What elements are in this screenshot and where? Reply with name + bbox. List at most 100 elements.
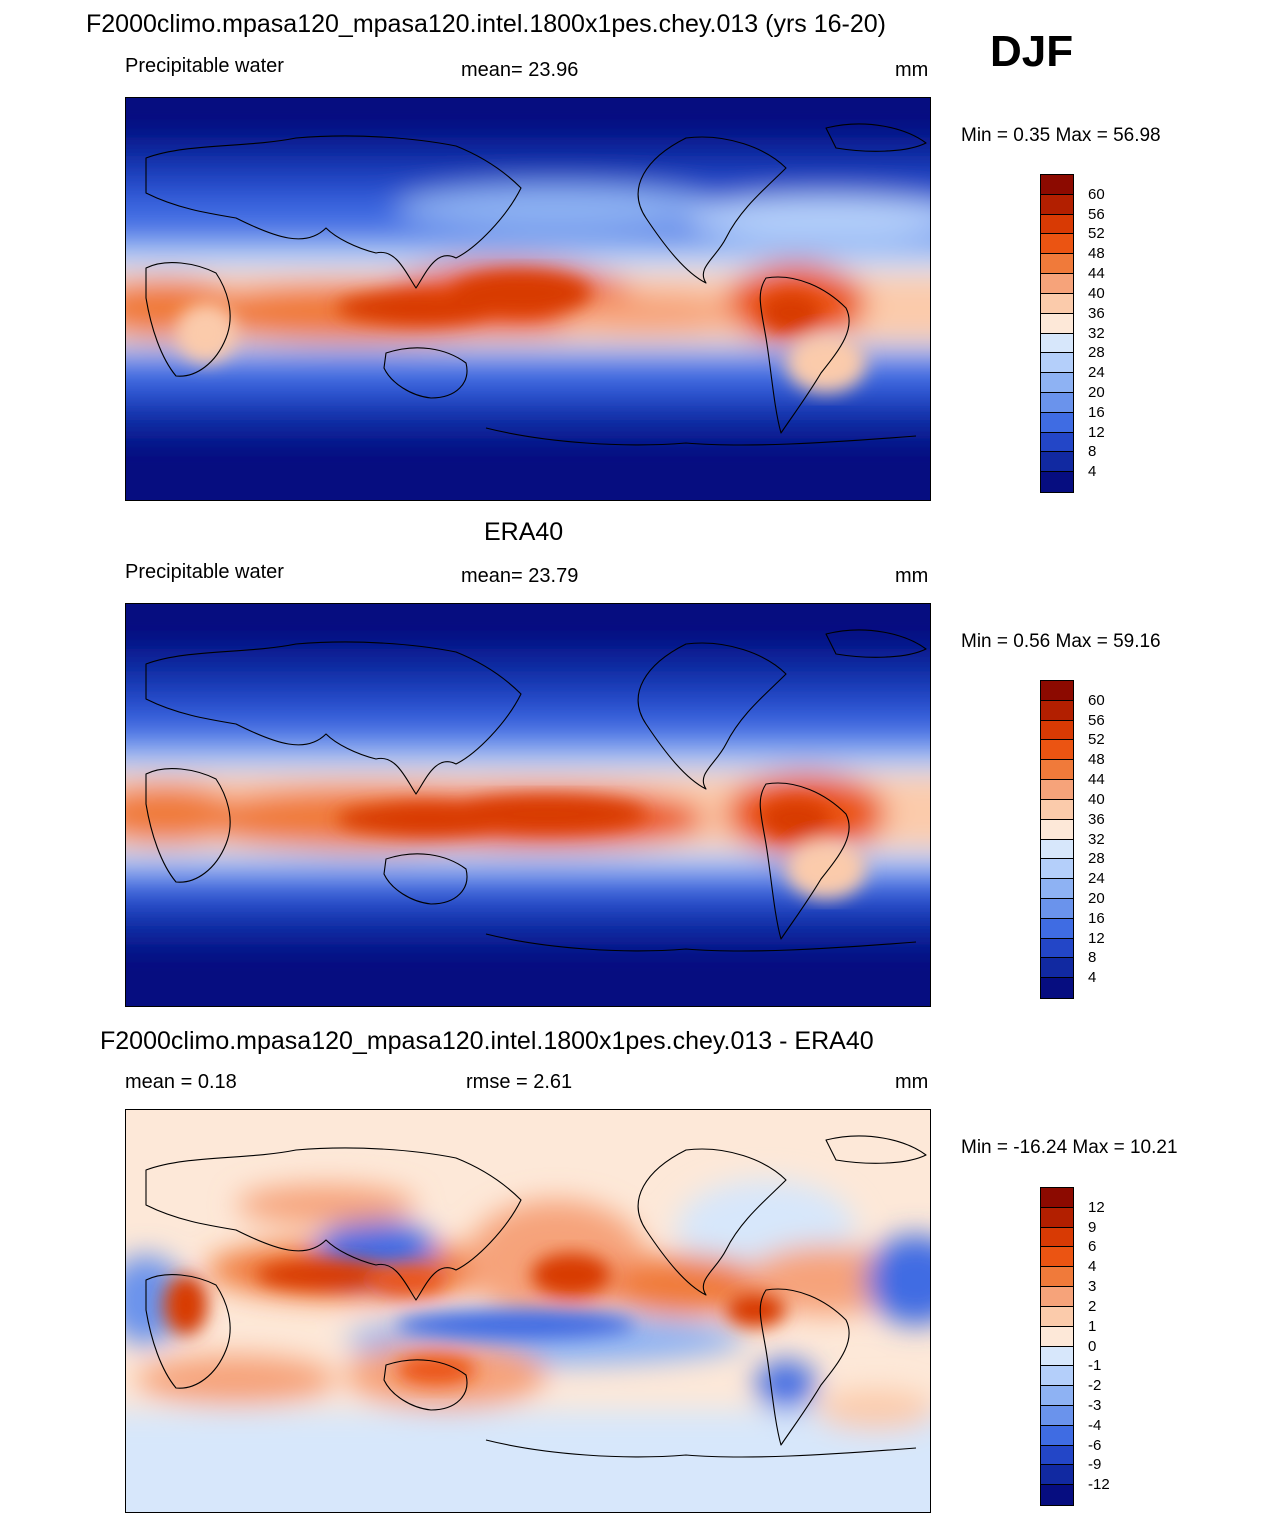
colorbar-box: [1041, 1287, 1073, 1307]
colorbar-tick-label: 60: [1088, 185, 1105, 203]
colorbar-tick-label: 36: [1088, 810, 1105, 828]
colorbar-box: [1041, 700, 1073, 721]
colorbar-tick-label: 44: [1088, 265, 1105, 283]
colorbar-box: [1041, 740, 1073, 761]
colorbar-box: [1041, 879, 1073, 899]
colorbar-box: [1041, 373, 1073, 393]
colorbar-box: [1041, 472, 1073, 492]
colorbar-box: [1041, 313, 1073, 334]
panel-model-minmax: Min = 0.35 Max = 56.98: [961, 125, 1161, 146]
colorbar-tick-label: 0: [1088, 1337, 1097, 1355]
colorbar-tick-label: 12: [1088, 423, 1105, 441]
colorbar-box: [1041, 898, 1073, 919]
colorbar-tick-label: 40: [1088, 790, 1105, 808]
panel-obs-map-plot: [126, 604, 930, 1006]
panel-obs-left-label: Precipitable water: [125, 561, 284, 583]
colorbar-box: [1041, 1306, 1073, 1327]
colorbar-tick-label: 20: [1088, 383, 1105, 401]
colorbar-tick-label: 40: [1088, 284, 1105, 302]
colorbar-box: [1041, 1485, 1073, 1505]
colorbar-box: [1041, 1425, 1073, 1446]
panel-diff-units-label: mm: [895, 1071, 929, 1093]
colorbar-box: [1041, 1247, 1073, 1268]
colorbar-tick-label: 44: [1088, 771, 1105, 789]
colorbar-tick-label: 36: [1088, 304, 1105, 322]
season-label: DJF: [990, 27, 1074, 76]
colorbar-box: [1041, 1405, 1073, 1426]
panel-diff-map-plot: [126, 1110, 930, 1512]
colorbar-box: [1041, 412, 1073, 433]
panel-obs-units-label: mm: [895, 565, 929, 587]
colorbar-tick-label: 1: [1088, 1317, 1097, 1335]
colorbar-box: [1041, 819, 1073, 840]
colorbar-tick-label: 4: [1088, 1258, 1097, 1276]
colorbar-box: [1041, 274, 1073, 294]
colorbar-tick-label: 24: [1088, 870, 1105, 888]
colorbar-box: [1041, 1267, 1073, 1288]
panel-diff-heading: F2000climo.mpasa120_mpasa120.intel.1800x…: [100, 1027, 874, 1055]
colorbar-tick-label: 28: [1088, 850, 1105, 868]
panel-obs-colorbar: [1040, 680, 1074, 999]
panel-obs-minmax: Min = 0.56 Max = 59.16: [961, 631, 1161, 652]
colorbar-box: [1041, 1207, 1073, 1228]
panel-diff-mean-label: mean = 0.18: [125, 1071, 237, 1093]
colorbar-tick-label: 48: [1088, 245, 1105, 263]
colorbar-tick-label: 20: [1088, 889, 1105, 907]
colorbar-tick-label: 8: [1088, 949, 1097, 967]
colorbar-tick-label: 32: [1088, 324, 1105, 342]
colorbar-box: [1041, 432, 1073, 453]
colorbar-tick-label: 3: [1088, 1278, 1097, 1296]
panel-diff-minmax: Min = -16.24 Max = 10.21: [961, 1137, 1178, 1158]
colorbar-tick-label: 4: [1088, 969, 1097, 987]
colorbar-tick-label: 52: [1088, 225, 1105, 243]
colorbar-box: [1041, 918, 1073, 939]
colorbar-tick-label: -12: [1088, 1476, 1110, 1494]
panel-obs-map: [125, 603, 931, 1007]
colorbar-box: [1041, 1445, 1073, 1466]
colorbar-box: [1041, 1366, 1073, 1387]
colorbar-box: [1041, 859, 1073, 880]
panel-model-mean-label: mean= 23.96: [461, 59, 579, 81]
colorbar-tick-label: 16: [1088, 403, 1105, 421]
panel-diff-rmse-label: rmse = 2.61: [466, 1071, 573, 1093]
colorbar-tick-label: -9: [1088, 1456, 1102, 1474]
colorbar-box: [1041, 760, 1073, 781]
colorbar-tick-label: 52: [1088, 731, 1105, 749]
colorbar-box: [1041, 1326, 1073, 1347]
colorbar-tick-label: -3: [1088, 1396, 1102, 1414]
colorbar-box: [1041, 1346, 1073, 1367]
colorbar-box: [1041, 234, 1073, 255]
panel-obs-mean-label: mean= 23.79: [461, 565, 579, 587]
colorbar-box: [1041, 214, 1073, 235]
colorbar-box: [1041, 681, 1073, 701]
colorbar-box: [1041, 1188, 1073, 1208]
colorbar-tick-label: 2: [1088, 1297, 1097, 1315]
colorbar-tick-label: 12: [1088, 929, 1105, 947]
colorbar-tick-label: 56: [1088, 711, 1105, 729]
colorbar-tick-label: -1: [1088, 1357, 1102, 1375]
colorbar-tick-label: -6: [1088, 1436, 1102, 1454]
colorbar-box: [1041, 839, 1073, 860]
panel-diff-map: [125, 1109, 931, 1513]
colorbar-tick-label: -2: [1088, 1377, 1102, 1395]
colorbar-tick-label: 9: [1088, 1218, 1097, 1236]
colorbar-box: [1041, 254, 1073, 275]
colorbar-tick-label: -4: [1088, 1416, 1102, 1434]
colorbar-tick-label: 6: [1088, 1238, 1097, 1256]
panel-model-left-label: Precipitable water: [125, 55, 284, 77]
colorbar-box: [1041, 720, 1073, 741]
colorbar-box: [1041, 978, 1073, 998]
colorbar-box: [1041, 799, 1073, 820]
colorbar-box: [1041, 780, 1073, 800]
colorbar-box: [1041, 1227, 1073, 1248]
colorbar-tick-label: 4: [1088, 463, 1097, 481]
colorbar-box: [1041, 293, 1073, 314]
colorbar-tick-label: 24: [1088, 364, 1105, 382]
colorbar-box: [1041, 333, 1073, 354]
colorbar-box: [1041, 353, 1073, 374]
colorbar-box: [1041, 958, 1073, 979]
colorbar-box: [1041, 1465, 1073, 1486]
figure-title: F2000climo.mpasa120_mpasa120.intel.1800x…: [86, 10, 887, 38]
colorbar-tick-label: 28: [1088, 344, 1105, 362]
